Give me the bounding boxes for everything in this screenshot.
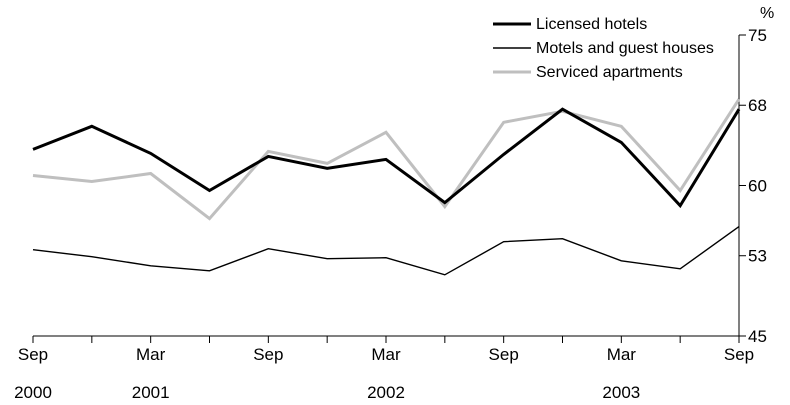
x-tick-label-month: Mar [607,345,637,364]
legend-label: Motels and guest houses [536,40,714,57]
series-line-licensed-hotels [32,107,741,209]
y-tick-label: 53 [748,247,767,266]
x-tick-label-month: Sep [724,345,754,364]
legend: Licensed hotels Motels and guest houses Se… [493,16,714,81]
legend-label: Licensed hotels [536,16,647,33]
x-tick-label-year: 2003 [602,383,640,402]
legend-label: Serviced apartments [536,64,683,81]
y-tick-label: 68 [748,96,767,115]
x-tick-label-year: 2001 [132,383,170,402]
series-lines [32,98,741,276]
x-tick-label-month: Sep [18,345,48,364]
x-axis: Sep 2000 Mar 2001 Sep Mar 2002 Sep Mar 2003 Sep [14,335,754,402]
y-axis: 45 53 60 68 75 [738,26,767,346]
x-tick-label-year: 2000 [14,383,52,402]
y-tick-label: 60 [748,177,767,196]
series-line-motels-and-guest-houses [32,226,740,276]
x-tick-label-month: Mar [371,345,401,364]
y-tick-label: 75 [748,26,767,45]
x-tick-label-month: Sep [253,345,283,364]
x-tick-label-month: Sep [489,345,519,364]
y-axis-unit-label: % [760,5,774,22]
x-tick-label-year: 2002 [367,383,405,402]
series-line-serviced-apartments [32,98,741,221]
x-tick-label-month: Mar [136,345,166,364]
y-tick-label: 45 [748,327,767,346]
